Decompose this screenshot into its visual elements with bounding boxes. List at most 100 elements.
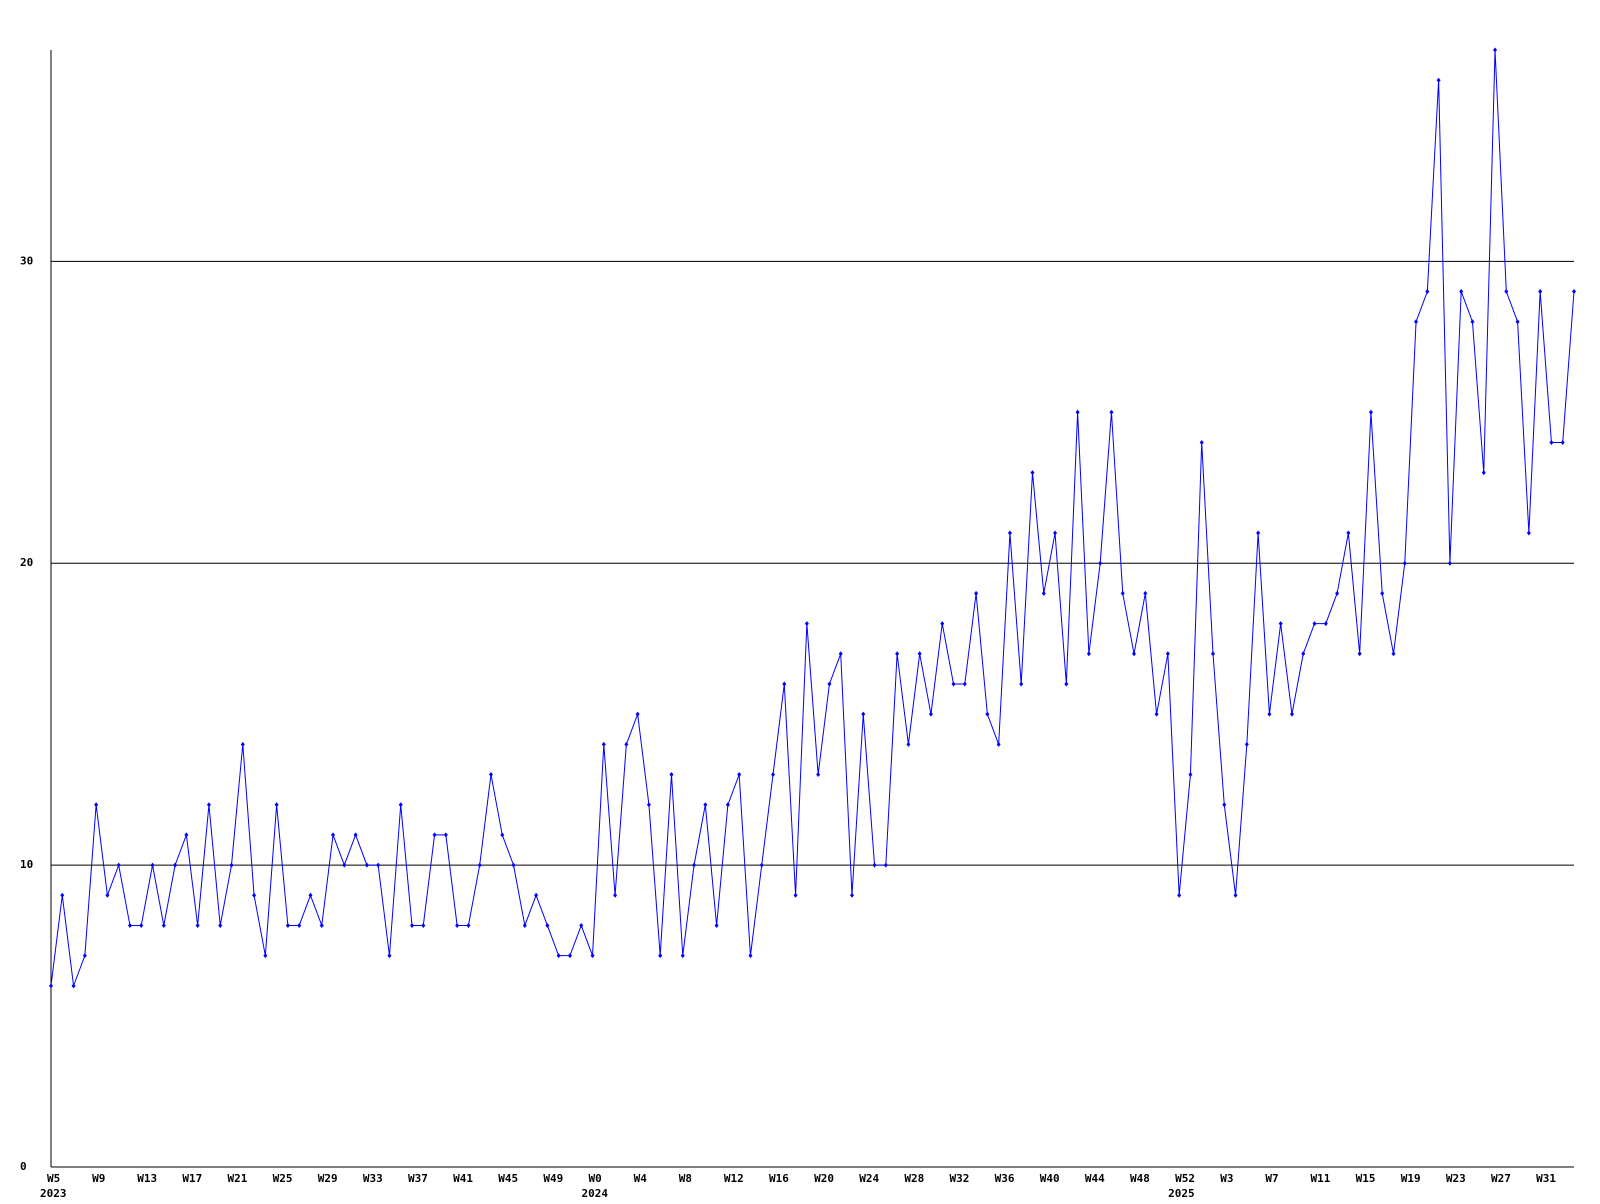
data-point [1470,319,1475,325]
data-point [1368,409,1373,415]
data-point [376,862,381,868]
data-point [1098,560,1103,566]
data-point [545,922,550,928]
x-tick-label: W19 [1401,1172,1421,1185]
data-point [173,862,178,868]
data-point [1515,319,1520,325]
x-tick-label: W5 [47,1172,60,1185]
data-point [940,621,945,627]
data-point [1335,590,1340,596]
data-point [71,983,76,989]
data-point [195,922,200,928]
data-point [1481,470,1486,476]
data-point [150,862,155,868]
x-tick-label: W27 [1491,1172,1511,1185]
x-tick-label: W16 [769,1172,789,1185]
x-tick-label: W41 [453,1172,473,1185]
data-point [1019,681,1024,687]
data-point [861,711,866,717]
data-point [962,681,967,687]
data-point [1041,590,1046,596]
data-point [455,922,460,928]
x-tick-label: W37 [408,1172,428,1185]
data-point [1380,590,1385,596]
y-tick-label: 20 [20,556,33,569]
data-point [488,772,493,778]
data-point [1425,289,1430,295]
data-point [387,953,392,959]
data-point [669,772,674,778]
data-point [1289,711,1294,717]
data-point [748,953,753,959]
data-point [1154,711,1159,717]
data-point [883,862,888,868]
x-tick-label: W7 [1265,1172,1278,1185]
data-point [308,892,313,898]
data-point [985,711,990,717]
y-tick-label: 30 [20,254,33,267]
data-point [1244,741,1249,747]
data-point [1572,289,1576,295]
data-point [1391,651,1396,657]
data-point [500,832,505,838]
data-point [579,922,584,928]
x-tick-label: W12 [724,1172,744,1185]
data-point [319,922,324,928]
x-tick-label: W31 [1536,1172,1556,1185]
data-point [263,953,268,959]
y-tick-label: 10 [20,858,33,871]
data-point [432,832,437,838]
x-tick-label: W0 [589,1172,602,1185]
x-tick-label: W33 [363,1172,383,1185]
data-point [511,862,516,868]
data-point [1278,621,1283,627]
data-point [161,922,166,928]
data-point [635,711,640,717]
data-point [849,892,854,898]
data-point [624,741,629,747]
data-point [996,741,1001,747]
data-point [1177,892,1182,898]
x-tick-label: W4 [634,1172,648,1185]
data-point [658,953,663,959]
data-point [782,681,787,687]
x-tick-label: W21 [228,1172,248,1185]
data-point [331,832,336,838]
data-point [1447,560,1452,566]
x-tick-label: W17 [182,1172,202,1185]
x-tick-label: W36 [995,1172,1015,1185]
data-point [364,862,369,868]
data-point [725,802,730,808]
data-point [793,892,798,898]
data-point [82,953,87,959]
data-point [646,802,651,808]
x-tick-label: W45 [498,1172,518,1185]
data-point [838,651,843,657]
data-line [50,49,1575,987]
x-tick-label: W32 [950,1172,970,1185]
data-point [703,802,708,808]
data-point [1086,651,1091,657]
data-point [1493,47,1498,53]
data-point [1538,289,1543,295]
x-tick-label: W9 [92,1172,105,1185]
x-tick-label: W49 [543,1172,563,1185]
data-point [353,832,358,838]
data-point [613,892,618,898]
data-point [184,832,189,838]
data-point [1007,530,1012,536]
x-tick-label: W40 [1040,1172,1060,1185]
data-point [906,741,911,747]
data-point [398,802,403,808]
data-point [94,802,99,808]
data-point [1143,590,1148,596]
data-point [1459,289,1464,295]
data-point [1414,319,1419,325]
data-point [872,862,877,868]
data-point [206,802,211,808]
x-tick-label: W23 [1446,1172,1466,1185]
data-point [917,651,922,657]
data-point [928,711,933,717]
x-tick-label: W20 [814,1172,834,1185]
data-point [139,922,144,928]
